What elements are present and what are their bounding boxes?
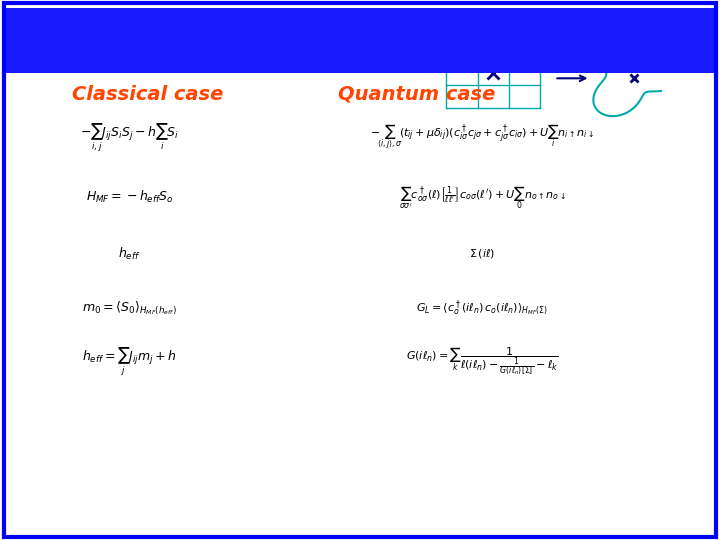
Text: Quantum case: Quantum case — [338, 85, 496, 104]
Text: $\sum_{\sigma\sigma'} c^\dagger_{o\sigma}(\ell)\left[\frac{1}{\ell\ell'}\right]c: $\sum_{\sigma\sigma'} c^\dagger_{o\sigma… — [399, 184, 566, 211]
Text: $-\sum_{i,j} J_{ij}S_iS_j - h\sum_i S_i$: $-\sum_{i,j} J_{ij}S_iS_j - h\sum_i S_i$ — [80, 122, 179, 154]
Text: Phys. Rev. B 45, 6497: Phys. Rev. B 45, 6497 — [14, 506, 182, 520]
Text: $G(i\ell_n) = \sum_k \dfrac{1}{\ell(i\ell_n)-\frac{1}{G(i\ell_n)[\Sigma]}-\ell_k: $G(i\ell_n) = \sum_k \dfrac{1}{\ell(i\el… — [406, 346, 559, 377]
Text: THE STATE UNIVERSITY OF NEW JERSEY: THE STATE UNIVERSITY OF NEW JERSEY — [291, 498, 429, 504]
Text: $-\!\sum_{\langle i,j\rangle,\sigma}\!(t_{ij}+\mu\delta_{ij})(c^\dagger_{i\sigma: $-\!\sum_{\langle i,j\rangle,\sigma}\!(t… — [370, 123, 595, 152]
Text: A. Georges, G. Kotliar (1992): A. Georges, G. Kotliar (1992) — [526, 507, 706, 519]
Text: $H_{MF} = -h_{eff}S_o$: $H_{MF} = -h_{eff}S_o$ — [86, 189, 174, 205]
Text: RUTGERS: RUTGERS — [316, 505, 404, 523]
Text: $m_0 = \langle S_0\rangle_{H_{MF}(h_{eff})}$: $m_0 = \langle S_0\rangle_{H_{MF}(h_{eff… — [82, 299, 177, 316]
Text: $G_L = \langle c^\dagger_o(i\ell_n)\,c_o(i\ell_n)\rangle_{H_{MF}(\Sigma)}$: $G_L = \langle c^\dagger_o(i\ell_n)\,c_o… — [416, 298, 549, 318]
Text: $h_{eff} = \sum_j J_{ij}m_j + h$: $h_{eff} = \sum_j J_{ij}m_j + h$ — [82, 346, 177, 378]
Text: Mean-Field :  Classical vs Quantum: Mean-Field : Classical vs Quantum — [60, 21, 660, 50]
Text: $\Sigma\,(i\ell)$: $\Sigma\,(i\ell)$ — [469, 247, 495, 260]
Text: Classical case: Classical case — [72, 85, 223, 104]
Text: $h_{eff}$: $h_{eff}$ — [118, 246, 141, 262]
